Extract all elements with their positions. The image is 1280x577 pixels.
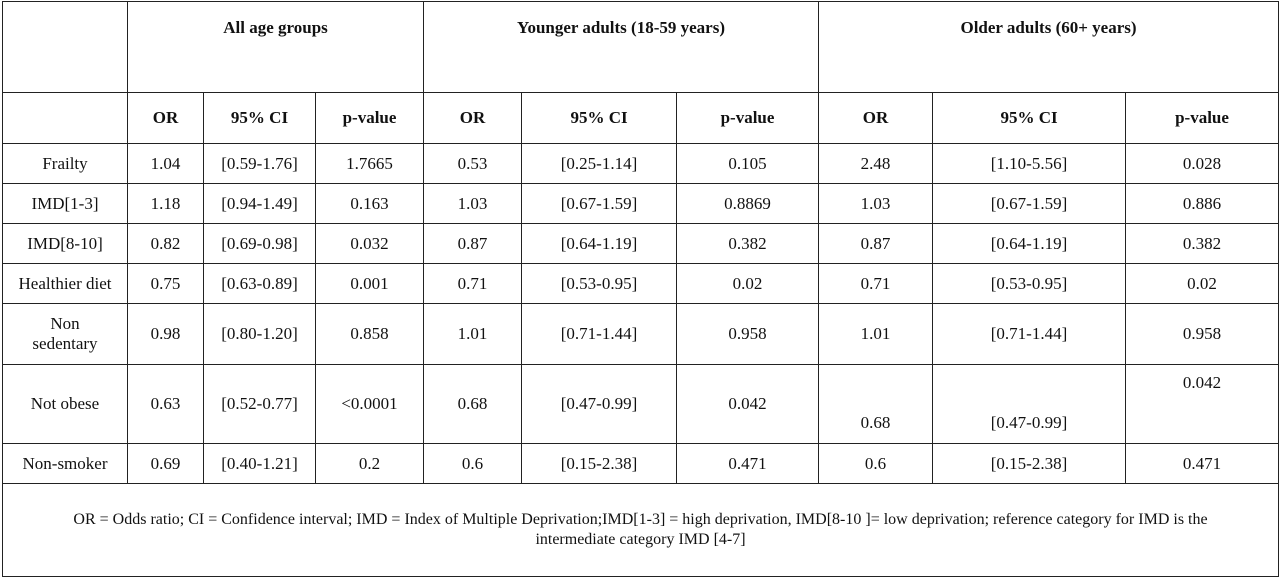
- cell: 0.87: [423, 223, 523, 264]
- cell: [0.52-0.77]: [203, 364, 316, 444]
- subheader-or: OR: [127, 92, 204, 144]
- cell: 0.75: [127, 263, 204, 304]
- cell: [0.25-1.14]: [521, 143, 678, 184]
- cell: 0.68: [818, 364, 934, 444]
- cell: 0.68: [423, 364, 523, 444]
- cell: 0.382: [676, 223, 820, 264]
- table-row-frailty: Frailty 1.04 [0.59-1.76] 1.7665 0.53 [0.…: [2, 143, 1280, 184]
- cell: 0.71: [818, 263, 934, 304]
- cell: 0.001: [314, 263, 425, 304]
- cell: [0.94-1.49]: [203, 183, 316, 224]
- cell: [0.15-2.38]: [932, 443, 1127, 484]
- corner-cell: [2, 1, 128, 93]
- cell: <0.0001: [314, 364, 425, 444]
- cell: 0.71: [423, 263, 523, 304]
- cell: [0.59-1.76]: [203, 143, 316, 184]
- cell: 0.53: [423, 143, 523, 184]
- cell: 1.01: [818, 303, 934, 365]
- cell: [0.67-1.59]: [932, 183, 1127, 224]
- footnote-row: OR = Odds ratio; CI = Confidence interva…: [1, 483, 1280, 577]
- cell: 1.01: [423, 303, 523, 365]
- cell: 0.2: [314, 443, 425, 484]
- cell: [0.64-1.19]: [521, 223, 678, 264]
- row-label: Frailty: [2, 143, 128, 184]
- cell: [0.64-1.19]: [932, 223, 1127, 264]
- subheader-ci: 95% CI: [203, 92, 316, 144]
- row-label-line: Non: [50, 314, 80, 333]
- cell: 0.471: [1125, 443, 1280, 484]
- cell: 0.63: [127, 364, 204, 444]
- table-footnote: OR = Odds ratio; CI = Confidence interva…: [1, 483, 1280, 577]
- subheader-or: OR: [818, 92, 934, 144]
- row-label-line: sedentary: [32, 334, 98, 353]
- cell: 0.471: [676, 443, 820, 484]
- row-label: Non-smoker: [2, 443, 128, 484]
- group-header-row: All age groups Younger adults (18-59 yea…: [2, 1, 1280, 93]
- row-label: Non sedentary: [2, 303, 128, 365]
- subheader-ci: 95% CI: [932, 92, 1127, 144]
- row-label: IMD[1-3]: [2, 183, 128, 224]
- cell: [0.71-1.44]: [521, 303, 678, 365]
- cell: [0.15-2.38]: [521, 443, 678, 484]
- table-row-imd-8-10: IMD[8-10] 0.82 [0.69-0.98] 0.032 0.87 [0…: [2, 223, 1280, 264]
- cell: 2.48: [818, 143, 934, 184]
- cell: 0.98: [127, 303, 204, 365]
- cell: [0.40-1.21]: [203, 443, 316, 484]
- cell: 0.105: [676, 143, 820, 184]
- cell: [0.63-0.89]: [203, 263, 316, 304]
- subheader-pvalue: p-value: [314, 92, 425, 144]
- cell: [0.47-0.99]: [521, 364, 678, 444]
- cell: [0.69-0.98]: [203, 223, 316, 264]
- cell: 1.04: [127, 143, 204, 184]
- cell: 0.87: [818, 223, 934, 264]
- row-label: IMD[8-10]: [2, 223, 128, 264]
- row-label: Healthier diet: [2, 263, 128, 304]
- cell: 0.6: [818, 443, 934, 484]
- table-row-not-obese: Not obese 0.63 [0.52-0.77] <0.0001 0.68 …: [2, 364, 1280, 444]
- subheader-pvalue: p-value: [676, 92, 820, 144]
- group-header-all: All age groups: [126, 1, 425, 93]
- cell: 0.82: [127, 223, 204, 264]
- cell: 0.958: [676, 303, 820, 365]
- subheader-ci: 95% CI: [521, 92, 678, 144]
- group-header-older: Older adults (60+ years): [818, 1, 1280, 93]
- cell: 0.042: [676, 364, 820, 444]
- cell: 0.02: [1125, 263, 1280, 304]
- cell: 0.69: [127, 443, 204, 484]
- cell: 0.032: [314, 223, 425, 264]
- cell: 0.02: [676, 263, 820, 304]
- subheader-or: OR: [423, 92, 523, 144]
- table-row-non-smoker: Non-smoker 0.69 [0.40-1.21] 0.2 0.6 [0.1…: [2, 443, 1280, 484]
- subheader-pvalue: p-value: [1125, 92, 1280, 144]
- cell: [0.53-0.95]: [932, 263, 1127, 304]
- cell: 1.03: [423, 183, 523, 224]
- cell: 0.6: [423, 443, 523, 484]
- cell: 1.18: [127, 183, 204, 224]
- table-row-healthier-diet: Healthier diet 0.75 [0.63-0.89] 0.001 0.…: [2, 263, 1280, 304]
- corner-cell: [2, 92, 128, 144]
- cell: [1.10-5.56]: [932, 143, 1127, 184]
- cell: 1.03: [818, 183, 934, 224]
- cell: 0.028: [1125, 143, 1280, 184]
- cell: 1.7665: [314, 143, 425, 184]
- cell: 0.858: [314, 303, 425, 365]
- cell: 0.382: [1125, 223, 1280, 264]
- cell: [0.71-1.44]: [932, 303, 1127, 365]
- cell: [0.80-1.20]: [203, 303, 316, 365]
- group-header-younger: Younger adults (18-59 years): [423, 1, 820, 93]
- subheader-row: OR 95% CI p-value OR 95% CI p-value OR 9…: [2, 92, 1280, 144]
- cell: [0.47-0.99]: [932, 364, 1127, 444]
- table-row-non-sedentary: Non sedentary 0.98 [0.80-1.20] 0.858 1.0…: [2, 303, 1280, 365]
- cell: 0.163: [314, 183, 425, 224]
- row-label: Not obese: [2, 364, 128, 444]
- cell: 0.958: [1125, 303, 1280, 365]
- cell: 0.8869: [676, 183, 820, 224]
- cell: 0.886: [1125, 183, 1280, 224]
- cell: [0.67-1.59]: [521, 183, 678, 224]
- cell: 0.042: [1125, 364, 1280, 444]
- table-row-imd-1-3: IMD[1-3] 1.18 [0.94-1.49] 0.163 1.03 [0.…: [2, 183, 1280, 224]
- cell: [0.53-0.95]: [521, 263, 678, 304]
